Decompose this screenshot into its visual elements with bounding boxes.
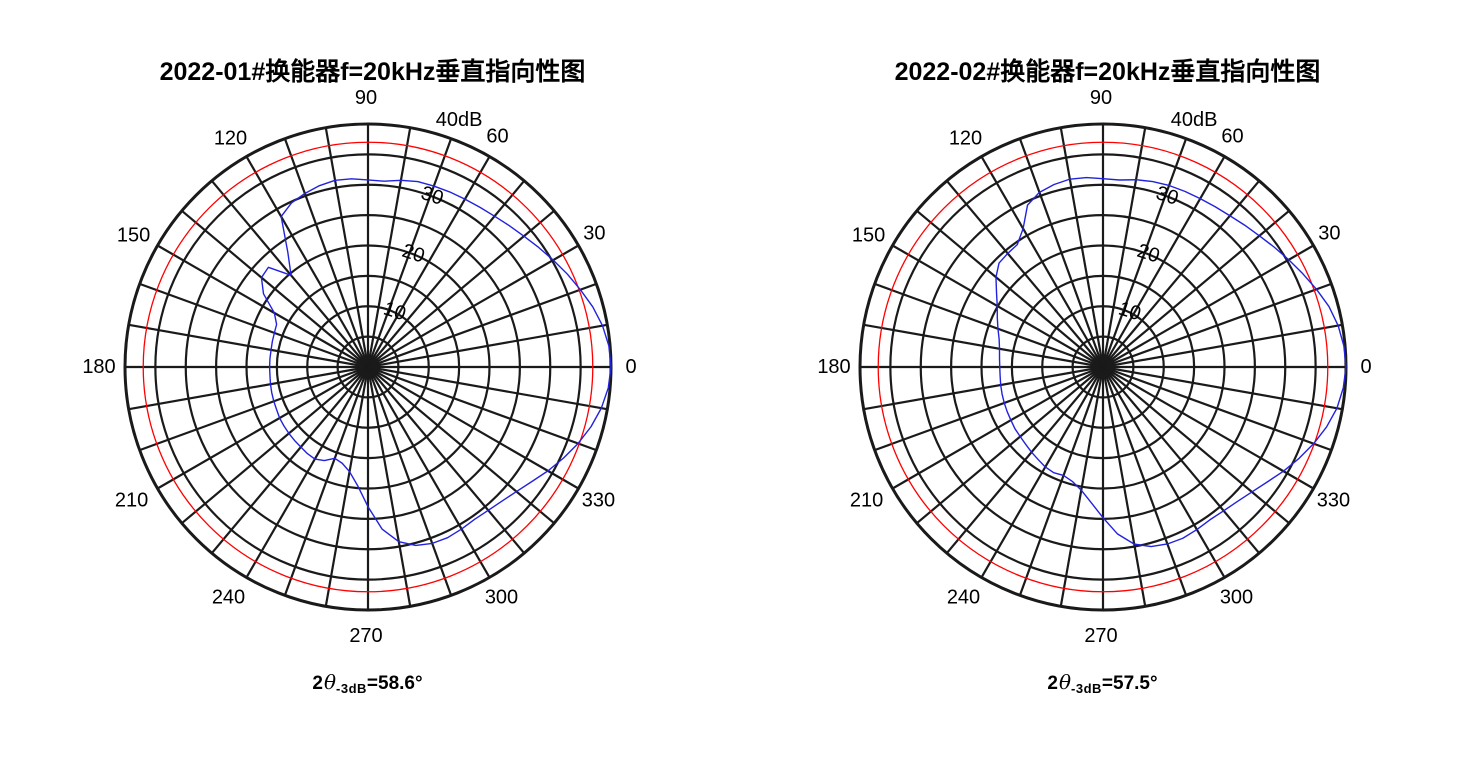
polar-ring [979, 244, 1226, 490]
polar-ring [214, 214, 521, 520]
angular-tick-label: 0 [1360, 356, 1371, 378]
angular-tick-label: 30 [583, 223, 605, 245]
polar-ring [949, 214, 1256, 520]
angular-tick-label: 60 [486, 126, 508, 148]
beamwidth-annotation-right: 2θ-3dB=57.5° [735, 670, 1470, 696]
beamwidth-annotation-left: 2θ-3dB=58.6° [0, 670, 735, 696]
angular-tick-label: 240 [211, 586, 244, 608]
angular-tick-label: 120 [948, 128, 981, 150]
angular-tick-label: 90 [354, 90, 376, 109]
angular-tick-label: 0 [625, 356, 636, 378]
beamwidth-subscript-left: -3dB [336, 680, 367, 696]
polar-ring [275, 274, 460, 460]
angular-tick-label: 270 [1084, 625, 1117, 647]
data-curve [994, 176, 1347, 548]
chart-title-left: 2022-01#换能器f=20kHz垂直指向性图 [159, 58, 586, 86]
angular-tick-label: 300 [484, 586, 517, 608]
data-curve [260, 178, 612, 547]
polar-chart-panel-left: 2022-01#换能器f=20kHz垂直指向性图 0 30 60 90 120 150 18… [0, 58, 735, 696]
polar-ring [1010, 274, 1195, 460]
angular-tick-label: 210 [114, 490, 147, 512]
reference-circle [877, 141, 1328, 593]
polar-svg-right: 030609012015018021024027030033010203040d… [817, 90, 1371, 647]
polar-ring [1071, 335, 1134, 399]
beamwidth-theta-right: θ [1058, 670, 1072, 694]
radial-tick-label: 40dB [1170, 109, 1217, 131]
angular-tick-label: 330 [1316, 490, 1349, 512]
polar-ring [153, 153, 582, 581]
angular-tick-label: 120 [213, 128, 246, 150]
angular-tick-label: 30 [1318, 223, 1340, 245]
angular-tick-label: 90 [1089, 90, 1111, 109]
beamwidth-lead-left: 2 [312, 673, 324, 694]
angular-tick-label: 180 [817, 356, 850, 378]
radial-tick-label: 20 [399, 240, 427, 268]
angular-tick-label: 180 [82, 356, 115, 378]
angular-tick-label: 150 [851, 225, 884, 247]
angular-tick-label: 240 [946, 586, 979, 608]
polar-ring [888, 153, 1317, 581]
beamwidth-equals-left: = [366, 673, 379, 694]
polar-chart-panel-right: 2022-02#换能器f=20kHz垂直指向性图 0 30 60 90 120 150 18… [735, 0, 1470, 760]
polar-plot-right: 0 30 60 90 120 150 180 210 240 270 300 330 10 20 30 40d… [735, 90, 1470, 650]
angular-tick-label: 330 [581, 490, 614, 512]
polar-svg-left: 030609012015018021024027030033010203040d… [82, 90, 636, 647]
beamwidth-subscript-right: -3dB [1071, 680, 1102, 696]
polar-ring [336, 335, 399, 399]
polar-ring [184, 183, 551, 551]
angular-tick-label: 60 [1221, 126, 1243, 148]
polar-ring [919, 183, 1286, 551]
angular-tick-label: 210 [849, 490, 882, 512]
angular-tick-label: 150 [116, 225, 149, 247]
reference-circle [142, 141, 593, 593]
polar-ring [244, 244, 491, 490]
polar-ring [1040, 305, 1165, 429]
beamwidth-equals-right: = [1101, 673, 1114, 694]
radial-tick-label: 20 [1134, 240, 1162, 268]
chart-title-right: 2022-02#换能器f=20kHz垂直指向性图 [894, 58, 1321, 86]
polar-ring [305, 305, 430, 429]
radial-tick-label: 30 [418, 182, 446, 210]
angular-tick-label: 300 [1219, 586, 1252, 608]
beamwidth-theta-left: θ [323, 670, 337, 694]
polar-plot-left: 0 30 60 90 120 150 180 210 240 270 300 330 10 20 30 40d… [0, 90, 735, 650]
beamwidth-lead-right: 2 [1047, 673, 1059, 694]
angular-tick-label: 270 [349, 625, 382, 647]
beamwidth-value-left: 58.6° [378, 673, 423, 694]
beamwidth-value-right: 57.5° [1113, 673, 1158, 694]
radial-tick-label: 40dB [435, 109, 482, 131]
radial-tick-label: 30 [1153, 182, 1181, 210]
